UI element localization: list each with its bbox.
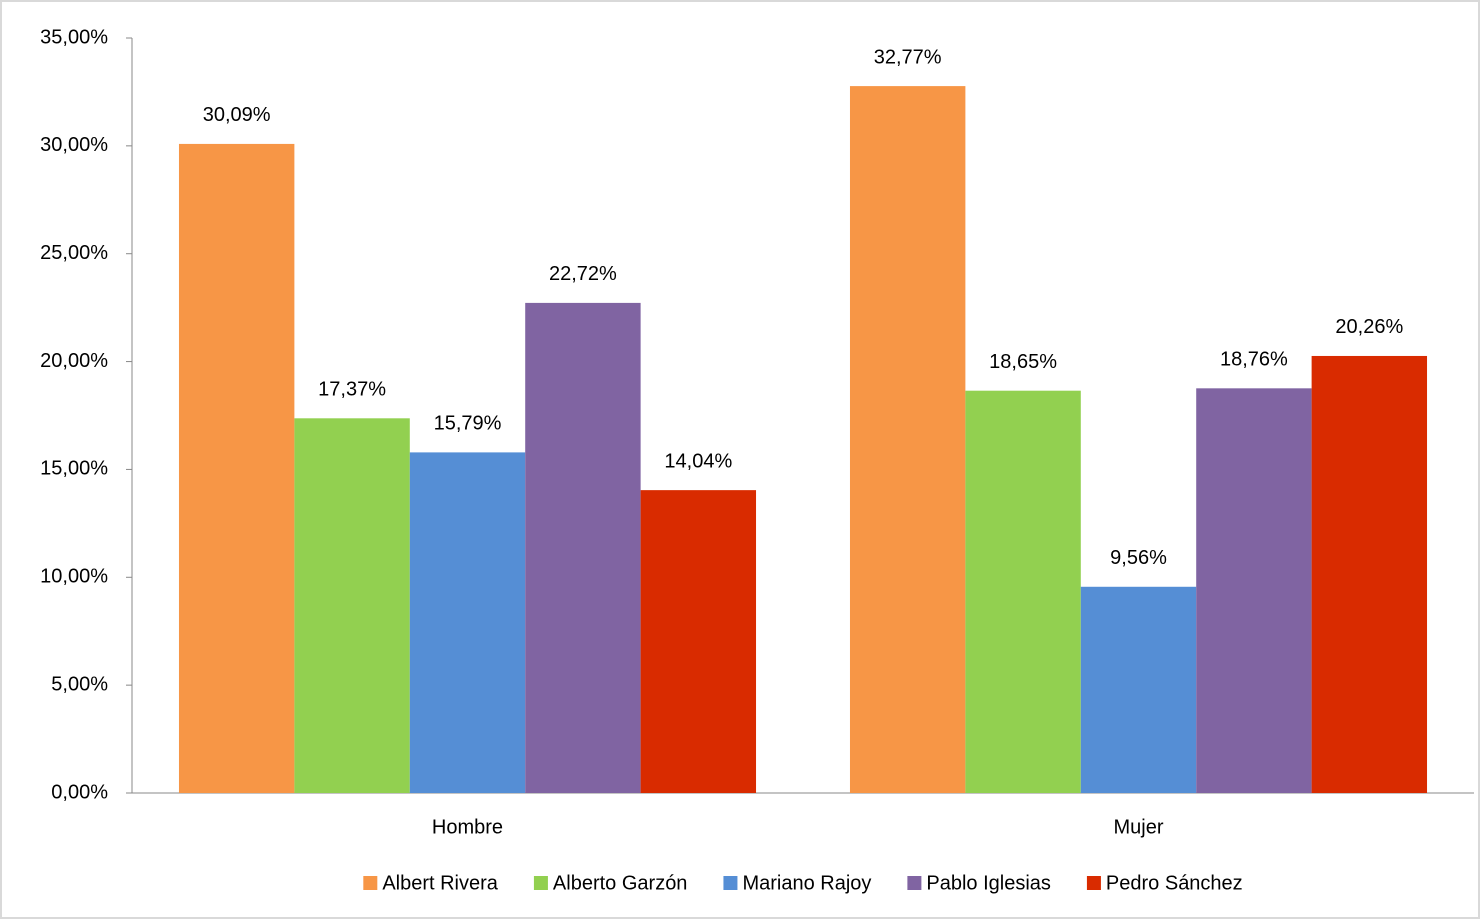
legend-label: Mariano Rajoy	[742, 872, 871, 894]
x-tick-label: Hombre	[432, 816, 503, 838]
bar	[1080, 586, 1197, 793]
y-tick-label: 5,00%	[51, 673, 108, 695]
bar	[965, 390, 1081, 793]
data-label: 14,04%	[664, 450, 732, 472]
data-label: 18,65%	[989, 351, 1057, 373]
bar	[294, 418, 410, 793]
data-label: 9,56%	[1110, 547, 1167, 569]
legend-swatch	[1086, 876, 1101, 890]
legend-label: Pablo Iglesias	[926, 872, 1051, 894]
data-label: 32,77%	[874, 46, 942, 68]
legend-swatch	[363, 876, 378, 890]
legend-swatch	[907, 876, 922, 890]
x-tick-label: Mujer	[1113, 816, 1163, 838]
y-tick-label: 10,00%	[40, 566, 108, 588]
y-tick-label: 25,00%	[40, 242, 108, 264]
y-tick-label: 15,00%	[40, 458, 108, 480]
bar	[640, 490, 757, 793]
bar	[525, 302, 641, 793]
y-tick-label: 30,00%	[40, 134, 108, 156]
legend-label: Albert Rivera	[382, 872, 498, 894]
data-label: 18,76%	[1220, 349, 1288, 371]
data-label: 15,79%	[434, 413, 502, 435]
data-label: 20,26%	[1335, 316, 1403, 338]
data-label: 22,72%	[549, 263, 617, 285]
bar	[409, 452, 526, 793]
legend-swatch	[533, 876, 548, 890]
legend-label: Pedro Sánchez	[1106, 872, 1243, 894]
bar	[1311, 355, 1428, 793]
bar	[1196, 388, 1312, 793]
data-label: 30,09%	[203, 104, 271, 126]
legend-label: Alberto Garzón	[553, 872, 688, 894]
data-label: 17,37%	[318, 379, 386, 401]
y-tick-label: 0,00%	[51, 781, 108, 803]
bar	[178, 143, 295, 793]
bar	[849, 86, 966, 793]
y-tick-label: 35,00%	[40, 26, 108, 48]
legend-swatch	[723, 876, 738, 890]
y-tick-label: 20,00%	[40, 350, 108, 372]
